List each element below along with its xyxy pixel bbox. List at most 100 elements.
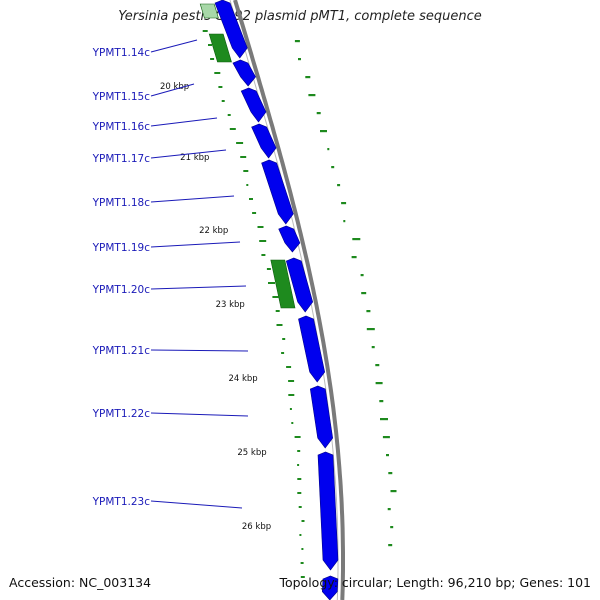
gene-label-leader <box>150 241 241 248</box>
gc-inner-tick <box>298 506 302 508</box>
gene-label-leader <box>150 500 243 509</box>
gc-content-track <box>202 30 397 578</box>
gene-label[interactable]: YPMT1.19c <box>92 242 151 254</box>
gc-outer-tick <box>387 508 391 511</box>
gc-outer-tick <box>337 184 341 187</box>
cds-arrow[interactable] <box>298 315 326 383</box>
gc-outer-tick <box>316 112 321 115</box>
gc-inner-tick <box>268 282 275 284</box>
cds-arrow[interactable] <box>321 575 339 600</box>
gc-inner-tick <box>300 576 305 578</box>
gene-label[interactable]: YPMT1.20c <box>92 284 151 296</box>
gc-inner-tick <box>297 464 300 466</box>
gene-labels: YPMT1.14c YPMT1.15c YPMT1.16c YPMT1.17c YPMT… <box>92 39 249 509</box>
gc-outer-tick <box>386 454 389 457</box>
gc-outer-tick <box>388 472 393 475</box>
gene-label[interactable]: YPMT1.23c <box>92 496 151 508</box>
feature-track <box>199 3 296 309</box>
gc-inner-tick <box>252 212 257 214</box>
gc-outer-tick <box>351 256 357 259</box>
gc-outer-tick <box>352 238 361 241</box>
gc-inner-tick <box>294 436 301 438</box>
gc-inner-tick <box>281 352 285 354</box>
gene-label-leader <box>150 349 249 352</box>
gc-inner-tick <box>297 450 301 452</box>
gc-inner-tick <box>301 520 305 522</box>
gc-outer-tick <box>361 292 367 295</box>
gc-outer-tick <box>375 382 383 385</box>
gc-outer-tick <box>343 220 346 223</box>
gc-inner-tick <box>246 184 249 186</box>
gc-outer-tick <box>327 148 330 151</box>
kbp-tick-label: 22 kbp <box>199 226 228 236</box>
gc-inner-tick <box>291 422 294 424</box>
cds-track <box>214 0 339 600</box>
feature-block[interactable] <box>199 3 219 19</box>
gc-inner-tick <box>249 198 253 200</box>
gc-outer-tick <box>360 274 364 277</box>
gc-inner-tick <box>266 268 271 270</box>
kbp-tick-label: 20 kbp <box>160 82 189 92</box>
gene-label[interactable]: YPMT1.18c <box>92 197 151 209</box>
kbp-tick-label: 24 kbp <box>228 374 257 384</box>
gene-label-leader <box>150 195 235 203</box>
gc-inner-tick <box>299 534 302 536</box>
gc-inner-tick <box>229 128 236 130</box>
gene-label[interactable]: YPMT1.14c <box>92 47 151 59</box>
gc-inner-tick <box>257 226 264 228</box>
gene-label-leader <box>150 39 198 53</box>
gc-inner-tick <box>276 324 283 326</box>
gc-inner-tick <box>288 380 295 382</box>
gene-label[interactable]: YPMT1.21c <box>92 345 151 357</box>
gc-outer-tick <box>331 166 335 169</box>
cds-arrow[interactable] <box>309 385 334 449</box>
gc-inner-tick <box>236 142 244 144</box>
gc-outer-tick <box>388 544 393 547</box>
gene-label-leader <box>150 117 218 127</box>
gc-outer-tick <box>320 130 327 133</box>
gc-outer-tick <box>308 94 316 97</box>
feature-block[interactable] <box>208 33 232 63</box>
gc-inner-tick <box>218 86 223 88</box>
cds-arrow[interactable] <box>214 0 248 59</box>
gc-inner-tick <box>300 562 304 564</box>
gene-label-leader <box>150 285 247 290</box>
gc-outer-tick <box>390 526 394 529</box>
gc-inner-tick <box>227 114 231 116</box>
cds-arrow[interactable] <box>285 257 314 313</box>
gc-outer-tick <box>294 40 300 43</box>
backbone-outer-line <box>233 0 345 600</box>
gc-inner-tick <box>297 492 302 494</box>
gc-inner-tick <box>272 296 279 298</box>
kbp-tick-label: 21 kbp <box>180 153 209 163</box>
gene-label-leader <box>150 83 195 97</box>
accession-text: Accession: NC_003134 <box>9 575 152 590</box>
gc-outer-tick <box>379 400 384 403</box>
kbp-tick-label: 25 kbp <box>237 448 266 458</box>
gc-inner-tick <box>210 58 215 60</box>
gc-outer-tick <box>366 328 375 331</box>
kbp-scale: 20 kbp 21 kbp 22 kbp 23 kbp 24 kbp 25 kbp 26 k… <box>160 82 271 532</box>
gc-inner-tick <box>282 338 286 340</box>
gene-label[interactable]: YPMT1.16c <box>92 121 151 133</box>
gc-inner-tick <box>261 254 266 256</box>
gc-inner-tick <box>221 100 225 102</box>
cds-arrow[interactable] <box>317 451 339 571</box>
gc-outer-tick <box>390 490 397 493</box>
gc-inner-tick <box>288 394 295 396</box>
gc-inner-tick <box>202 30 208 32</box>
feature-block[interactable] <box>270 259 296 309</box>
gene-label[interactable]: YPMT1.15c <box>92 91 151 103</box>
gene-label[interactable]: YPMT1.22c <box>92 408 151 420</box>
cds-arrow[interactable] <box>278 225 301 253</box>
gene-label[interactable]: YPMT1.17c <box>92 153 151 165</box>
gc-outer-tick <box>298 58 301 61</box>
gc-outer-tick <box>341 202 347 205</box>
cds-arrow[interactable] <box>261 159 294 225</box>
cds-arrow[interactable] <box>251 123 277 159</box>
gc-outer-tick <box>366 310 371 313</box>
cds-arrow[interactable] <box>240 87 267 123</box>
cds-arrow[interactable] <box>232 59 256 87</box>
topology-summary: Topology: circular; Length: 96,210 bp; G… <box>279 575 591 590</box>
